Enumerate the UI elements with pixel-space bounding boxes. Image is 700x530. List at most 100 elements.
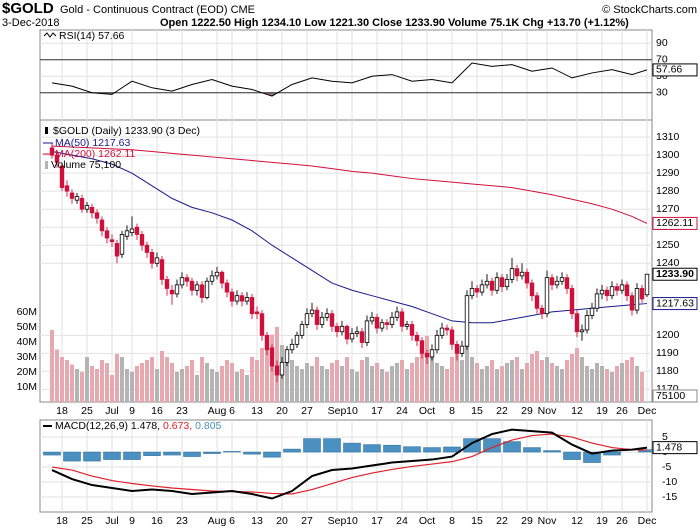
macd-legend: MACD(12,26,9) 1.478, 0.673, 0.805 <box>55 420 222 432</box>
histogram-bar <box>303 438 321 453</box>
histogram-bar <box>603 451 621 456</box>
volume-bar <box>410 363 414 402</box>
candle-body <box>319 316 325 325</box>
volume-bar <box>100 360 104 402</box>
candle-body <box>294 334 300 345</box>
candle-body <box>199 284 205 298</box>
value-box <box>652 297 698 311</box>
volume-bar <box>570 354 574 402</box>
volume-bar <box>385 372 389 402</box>
candle-body <box>394 311 400 318</box>
candle-body <box>369 316 375 322</box>
candle-body <box>389 316 395 325</box>
histogram-bar <box>583 451 601 463</box>
volume-bar <box>605 369 609 402</box>
candle-body <box>429 349 435 358</box>
volume-bar <box>640 372 644 402</box>
y-tick-label: 1240 <box>656 257 680 269</box>
volume-bar <box>175 372 179 402</box>
volume-bar <box>80 372 84 402</box>
volume-bar <box>590 369 594 402</box>
candle-body <box>424 352 430 358</box>
volume-bar <box>395 363 399 402</box>
candle-body <box>604 289 610 297</box>
candle-body <box>379 322 385 329</box>
volume-bar <box>495 369 499 402</box>
candle-body <box>609 286 615 297</box>
x-tick-label: Sep <box>328 405 347 417</box>
candle-body <box>109 239 115 243</box>
candle-body <box>119 234 125 255</box>
x-tick-label: 23 <box>176 515 188 527</box>
x-tick-label: 13 <box>251 405 263 417</box>
volume-bar <box>210 369 214 402</box>
volume-bar <box>75 369 79 402</box>
histogram-bar <box>403 446 421 453</box>
volume-bar <box>230 363 234 402</box>
y-tick-label: 1300 <box>656 149 680 161</box>
volume-bar <box>400 360 404 402</box>
price-legend: $GOLD (Daily) 1233.90 (3 Dec) <box>53 125 200 137</box>
candle-body <box>214 271 220 277</box>
candle-body <box>194 284 200 291</box>
candle-body <box>354 331 360 334</box>
quote: Open 1222.50 High 1234.10 Low 1221.30 Cl… <box>160 17 629 29</box>
x-tick-label: 20 <box>276 515 288 527</box>
volume-bar <box>215 372 219 402</box>
volume-bar <box>185 366 189 402</box>
x-tick-label: Jul <box>105 515 118 527</box>
price-legend-icon <box>45 127 48 134</box>
volume-bar <box>220 366 224 402</box>
x-tick-label: 6 <box>229 515 235 527</box>
volume-bar <box>600 366 604 402</box>
x-tick-label: 10 <box>346 405 358 417</box>
x-tick-label: 19 <box>596 405 608 417</box>
x-tick-label: Aug <box>208 515 227 527</box>
candle-body <box>439 327 445 336</box>
volume-bar <box>575 348 579 402</box>
volume-bar <box>500 366 504 402</box>
candle-body <box>599 289 605 295</box>
volume-bar <box>115 354 119 402</box>
candle-body <box>514 268 520 277</box>
volume-bar <box>235 372 239 402</box>
histogram-bar <box>323 438 341 453</box>
volume-bar <box>180 369 184 402</box>
volume-bar <box>135 366 139 402</box>
candle-body <box>404 324 410 327</box>
volume-bar <box>490 360 494 402</box>
volume-bar <box>520 369 524 402</box>
volume-bar <box>305 363 309 402</box>
volume-bar <box>95 369 99 402</box>
ma50-legend: MA(50) 1217.63 <box>55 137 130 149</box>
volume-bar <box>50 330 54 402</box>
volume-bar <box>285 351 289 402</box>
volume-bar <box>310 366 314 402</box>
candle-body <box>454 343 460 354</box>
histogram-bar <box>223 451 241 453</box>
x-tick-label: 23 <box>176 405 188 417</box>
candle-body <box>164 279 170 289</box>
x-tick-label: 26 <box>616 405 628 417</box>
volume-bar <box>540 360 544 402</box>
y-tick-label: 30M <box>17 351 37 363</box>
y-tick-label: -15 <box>662 491 677 503</box>
volume-bar <box>475 363 479 402</box>
volume-bar <box>155 369 159 402</box>
x-tick-label: 8 <box>449 515 455 527</box>
x-tick-label: 18 <box>56 515 68 527</box>
volume-bar <box>335 360 339 402</box>
volume-bar <box>325 369 329 402</box>
rsi-panel <box>39 29 653 121</box>
histogram-bar <box>363 444 381 453</box>
x-tick-label: 16 <box>151 515 163 527</box>
volume-bar <box>455 351 459 402</box>
histogram-bar <box>523 447 541 453</box>
volume-bar <box>615 366 619 402</box>
y-tick-label: 20M <box>17 366 37 378</box>
volume-bar <box>125 369 129 402</box>
candle-body <box>309 309 315 315</box>
instrument-name: Gold - Continuous Contract (EOD) CME <box>60 4 255 16</box>
histogram-bar <box>423 447 441 453</box>
candle-body <box>499 277 505 288</box>
